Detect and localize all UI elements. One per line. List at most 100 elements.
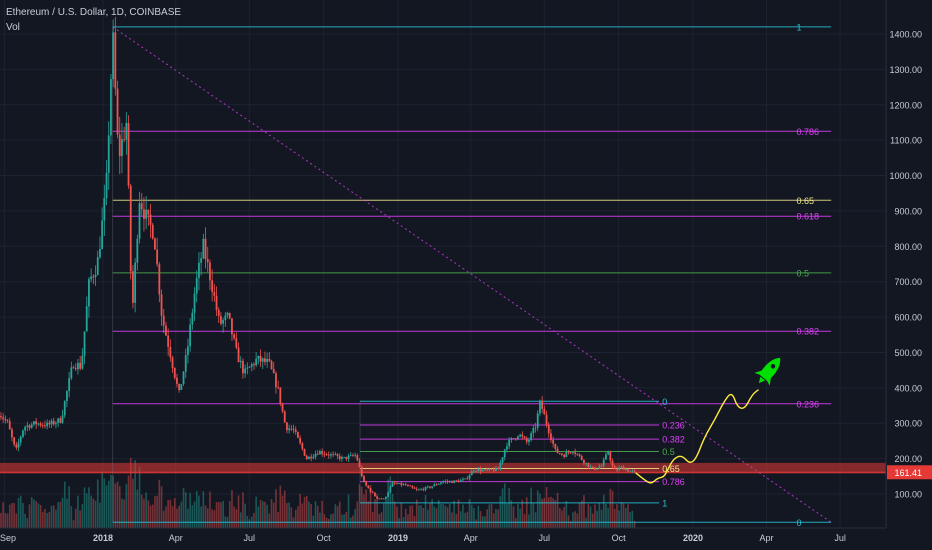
volume-bar xyxy=(550,496,552,528)
volume-bar xyxy=(301,503,304,528)
volume-indicator-label[interactable]: Vol xyxy=(6,22,20,33)
volume-bar xyxy=(303,497,306,528)
candle-body xyxy=(602,459,605,466)
candle-body xyxy=(81,355,84,369)
volume-bar xyxy=(72,520,75,528)
candle-body xyxy=(554,443,557,449)
volume-bar xyxy=(541,498,543,528)
volume-bar xyxy=(464,512,466,528)
volume-bar xyxy=(620,501,623,528)
volume-bar xyxy=(618,510,620,528)
volume-bar xyxy=(371,511,374,528)
candle-body xyxy=(594,467,596,470)
candle-body xyxy=(492,469,495,472)
diagonal-trendline xyxy=(112,26,832,523)
volume-bar xyxy=(189,492,191,528)
price-tick-label: 1200.00 xyxy=(889,100,922,110)
rocket-fin-left xyxy=(754,370,764,375)
candle-body xyxy=(140,203,143,210)
volume-bar xyxy=(237,495,240,528)
volume-bar xyxy=(563,506,565,528)
candle-body xyxy=(431,486,434,488)
candle-body xyxy=(457,480,460,482)
candle-body xyxy=(233,334,236,339)
time-tick-label: Apr xyxy=(760,533,774,543)
volume-bar xyxy=(167,499,169,528)
volume-bar xyxy=(200,506,202,528)
candle-body xyxy=(266,358,269,362)
candle-body xyxy=(239,360,242,363)
candle-body xyxy=(393,482,396,484)
candle-body xyxy=(578,454,581,457)
candle-body xyxy=(495,467,497,472)
candle-body xyxy=(341,456,343,460)
time-axis[interactable]: Sep 2018 Apr Jul Oct 2019 Apr Jul Oct 2020 Apr Jul xyxy=(0,527,886,543)
candle-body xyxy=(173,367,176,378)
volume-bar xyxy=(554,500,557,528)
candle-body xyxy=(303,448,306,456)
candle-body xyxy=(407,485,409,487)
volume-bar xyxy=(378,513,381,528)
volume-bar xyxy=(198,495,200,528)
candle-body xyxy=(0,416,2,418)
volume-bar xyxy=(66,498,68,528)
volume-bar xyxy=(613,508,616,528)
candle-body xyxy=(50,420,53,425)
volume-bar xyxy=(206,508,209,528)
volume-bar xyxy=(6,513,9,528)
candle-body xyxy=(563,454,566,457)
candle-body xyxy=(596,468,599,470)
candle-body xyxy=(558,453,561,454)
candle-body xyxy=(145,209,148,219)
volume-bar xyxy=(393,501,396,528)
time-tick-label: 2019 xyxy=(388,533,408,543)
volume-bar xyxy=(356,501,359,528)
candle-body xyxy=(525,437,528,442)
fib-level-label: 1 xyxy=(662,498,667,508)
volume-bar xyxy=(68,486,70,528)
volume-bar xyxy=(367,501,370,528)
candle-body xyxy=(391,482,394,487)
volume-bar xyxy=(600,509,603,528)
candle-body xyxy=(257,355,260,359)
candle-body xyxy=(536,413,539,428)
volume-bar xyxy=(319,512,321,528)
volume-bar xyxy=(92,498,95,528)
volume-bar xyxy=(569,521,572,528)
volume-bar xyxy=(160,486,163,528)
candle-body xyxy=(187,346,189,356)
volume-bar xyxy=(140,494,143,528)
volume-bar xyxy=(169,499,172,528)
volume-bar xyxy=(270,499,273,528)
price-tick-label: 100.00 xyxy=(894,490,922,500)
candle-body xyxy=(501,457,504,463)
volume-bar xyxy=(631,510,634,528)
volume-bar xyxy=(591,513,594,528)
volume-bar xyxy=(486,509,488,528)
price-axis[interactable]: 100.00 200.00 300.00 400.00 500.00 600.00 700.… xyxy=(885,0,932,528)
chart-title: Ethereum / U.S. Dollar, 1D, COINBASE xyxy=(6,7,182,18)
volume-bar xyxy=(259,499,262,528)
volume-bar xyxy=(136,489,139,528)
candle-body xyxy=(314,453,317,457)
volume-bar xyxy=(35,501,37,528)
candle-body xyxy=(398,482,401,484)
price-tick-label: 1300.00 xyxy=(889,65,922,75)
candle-body xyxy=(347,455,350,460)
fib-level-label: 0.5 xyxy=(796,268,809,278)
candle-body xyxy=(550,433,552,440)
candle-body xyxy=(330,454,332,456)
volume-bar xyxy=(389,476,392,528)
volume-bar xyxy=(231,490,233,528)
candle-body xyxy=(206,259,209,263)
candle-body xyxy=(583,459,585,464)
volume-bars xyxy=(0,458,636,528)
candle-body xyxy=(158,264,161,295)
candle-body xyxy=(94,274,97,278)
candle-body xyxy=(250,364,253,367)
volume-bar xyxy=(215,502,218,528)
volume-bar xyxy=(41,512,44,528)
candle-body xyxy=(24,426,27,431)
candle-body xyxy=(532,428,535,434)
